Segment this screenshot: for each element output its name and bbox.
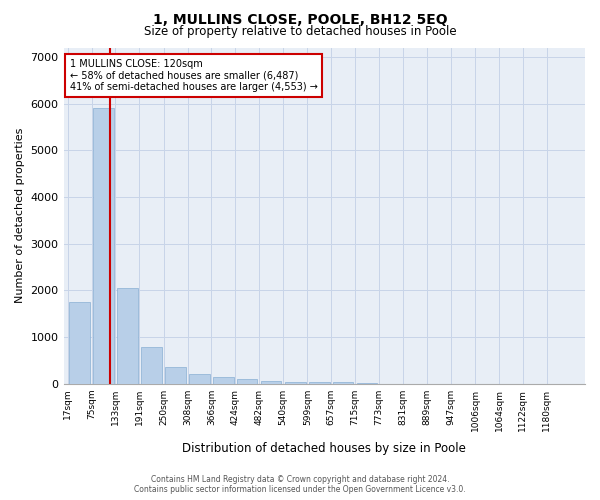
Bar (357, 382, 377, 384)
Bar (70, 302, 90, 384)
Bar (237, 379, 257, 384)
Bar (309, 382, 329, 384)
Text: Size of property relative to detached houses in Poole: Size of property relative to detached ho… (143, 25, 457, 38)
X-axis label: Distribution of detached houses by size in Poole: Distribution of detached houses by size … (182, 442, 466, 455)
Text: 1 MULLINS CLOSE: 120sqm
← 58% of detached houses are smaller (6,487)
41% of semi: 1 MULLINS CLOSE: 120sqm ← 58% of detache… (70, 59, 317, 92)
Bar (190, 374, 209, 384)
Bar (285, 382, 305, 384)
Text: Contains HM Land Registry data © Crown copyright and database right 2024.
Contai: Contains HM Land Registry data © Crown c… (134, 474, 466, 494)
Bar (261, 380, 281, 384)
Bar (213, 377, 233, 384)
Text: 1, MULLINS CLOSE, POOLE, BH12 5EQ: 1, MULLINS CLOSE, POOLE, BH12 5EQ (152, 12, 448, 26)
Bar (94, 108, 113, 384)
Bar (166, 366, 186, 384)
Bar (117, 288, 137, 384)
Bar (333, 382, 353, 384)
Y-axis label: Number of detached properties: Number of detached properties (15, 128, 25, 304)
Bar (141, 348, 162, 384)
